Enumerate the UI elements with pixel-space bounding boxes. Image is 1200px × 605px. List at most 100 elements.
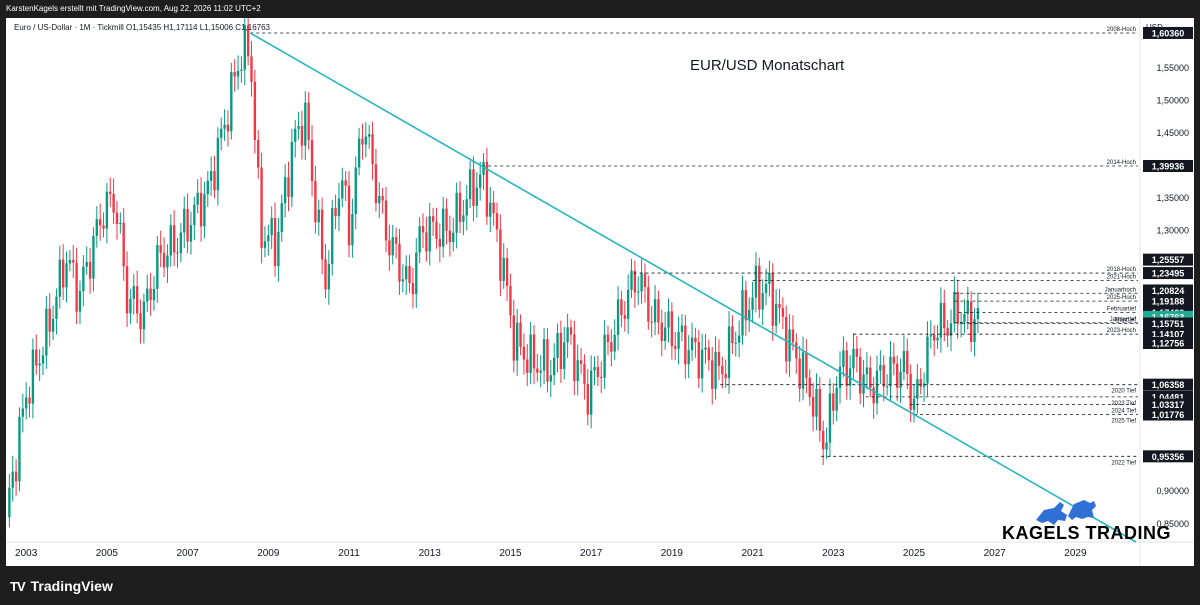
candle-body <box>35 349 38 366</box>
candle-body <box>82 266 85 291</box>
tradingview-logo-icon: TV <box>10 578 26 594</box>
candle-body <box>791 329 795 343</box>
candle-body <box>556 332 559 358</box>
candle-body <box>882 364 885 387</box>
year-tick-label: 2023 <box>822 548 845 559</box>
candle-body <box>919 379 922 387</box>
year-tick-label: 2021 <box>741 548 764 559</box>
chart-svg[interactable]: 2008-Hoch 2014-Hoch 2018-Hoch 2021-Hoch Janu… <box>6 11 1194 566</box>
candle-body <box>431 216 435 222</box>
candle-body <box>579 360 583 364</box>
candle-body <box>526 359 529 373</box>
candle-body <box>267 235 270 242</box>
bear-icon <box>1068 500 1096 520</box>
chart-title: EUR/USD Monatschart <box>690 57 845 74</box>
candle-body <box>505 257 509 286</box>
candle-body <box>943 302 946 329</box>
candle-body <box>758 265 761 310</box>
candle-body <box>408 266 411 284</box>
candle-body <box>297 126 300 129</box>
price-tick-label: 1,30000 <box>1156 226 1189 236</box>
candle-body <box>542 339 546 371</box>
price-level-value: 1,60360 <box>1152 28 1185 38</box>
level-label: Februartief <box>1107 307 1136 313</box>
candle-body <box>670 311 674 347</box>
candle-body <box>566 327 569 343</box>
candle-body <box>677 331 680 349</box>
price-axis[interactable]: 1,55000 1,50000 1,45000 1,35000 1,30000 0,900… <box>1143 26 1193 529</box>
candle-body <box>885 386 889 388</box>
candle-body <box>421 226 425 233</box>
candle-body <box>253 81 257 141</box>
candle-body <box>122 222 125 267</box>
price-level-value: 1,04481 <box>1152 392 1185 402</box>
candle-body <box>236 70 240 77</box>
candle-body <box>899 372 902 388</box>
candle-body <box>233 72 236 77</box>
candle-body <box>949 323 953 336</box>
candle-body <box>896 363 899 388</box>
candle-body <box>263 241 267 248</box>
candle-body <box>852 348 855 369</box>
tradingview-logo[interactable]: TV TradingView <box>10 578 113 594</box>
candle-body <box>105 191 109 229</box>
price-level-box <box>1143 408 1193 421</box>
price-level-box <box>1143 159 1193 172</box>
trendline[interactable] <box>249 32 1137 543</box>
candle-body <box>700 349 704 379</box>
candle-body <box>14 471 18 482</box>
candle-body <box>499 229 502 281</box>
candle-body <box>320 209 324 260</box>
candle-body <box>532 334 536 369</box>
level-label: 2022 Tief <box>1111 460 1136 466</box>
candle-body <box>966 301 969 314</box>
candle-body <box>72 259 75 263</box>
price-level-value: 0,95356 <box>1152 452 1185 462</box>
plot-area[interactable]: 2008-Hoch 2014-Hoch 2018-Hoch 2021-Hoch Janu… <box>6 11 1194 566</box>
candle-body <box>45 308 48 356</box>
candle-body <box>179 232 183 254</box>
price-level-box <box>1143 295 1193 308</box>
price-level-box <box>1143 398 1193 411</box>
candle-body <box>707 347 711 361</box>
candle-body <box>892 356 896 364</box>
candle-body <box>448 230 452 243</box>
candle-body <box>643 273 647 288</box>
candle-body <box>872 387 875 404</box>
candle-body <box>879 364 882 371</box>
price-level-box <box>1143 450 1193 463</box>
candle-body <box>902 350 906 373</box>
candle-body <box>637 291 640 293</box>
candle-body <box>640 273 643 292</box>
year-tick-label: 2017 <box>580 548 603 559</box>
candle-body <box>606 334 610 343</box>
candle-body <box>552 357 556 376</box>
candle-body <box>260 167 263 248</box>
candle-body <box>378 195 381 204</box>
candle-body <box>55 296 58 319</box>
candle-body <box>479 174 482 188</box>
candle-body <box>331 208 334 265</box>
candle-body <box>687 350 690 365</box>
candle-body <box>452 232 455 243</box>
price-level-box <box>1143 337 1193 350</box>
candle-body <box>405 266 408 280</box>
candle-body <box>963 313 966 322</box>
candle-body <box>38 363 41 366</box>
candle-body <box>472 169 475 206</box>
candle-body <box>125 266 129 314</box>
level-label: 2025-Hoch <box>1107 295 1136 301</box>
candle-body <box>418 226 421 253</box>
candle-body <box>361 138 364 145</box>
candle-body <box>956 291 959 325</box>
candle-body <box>727 326 731 379</box>
time-axis[interactable]: 2003 2005 2007 2009 2011 2013 2015 2017 2019 2021… <box>15 548 1087 559</box>
candle-body <box>388 240 391 256</box>
candle-body <box>166 255 169 268</box>
candle-body <box>495 213 499 230</box>
level-label: 2020 Tief <box>1111 389 1136 395</box>
price-level-value: 1,25557 <box>1152 255 1185 265</box>
candle-body <box>307 102 310 141</box>
candle-body <box>748 309 751 321</box>
trendline-layer <box>249 32 1137 543</box>
